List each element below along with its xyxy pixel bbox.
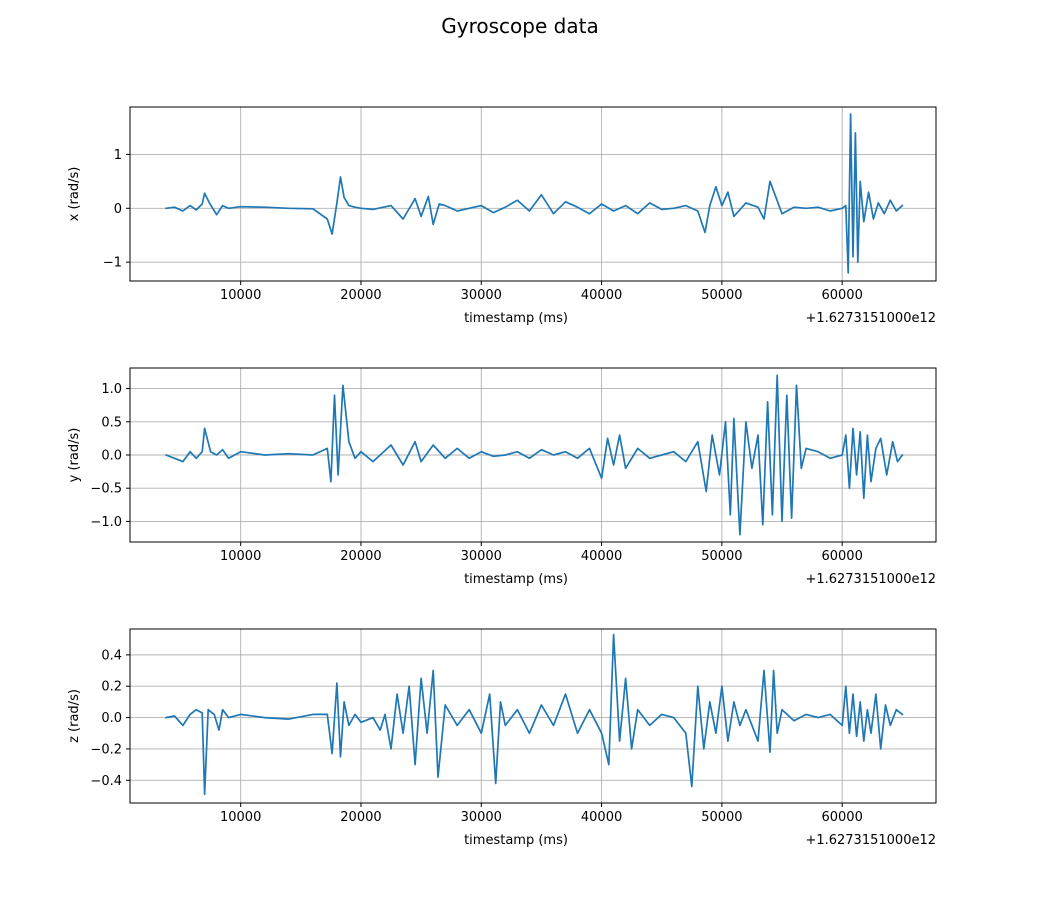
y-axis-label-x: x (rad/s): [67, 167, 82, 222]
x-tick-label-z: 50000: [701, 810, 742, 825]
x-tick-label-z: 40000: [581, 810, 622, 825]
x-offset-label-x: +1.6273151000e12: [805, 311, 936, 326]
y-axis-label-y: y (rad/s): [67, 428, 82, 483]
axes-frame-z: [129, 628, 937, 804]
panel-z: 10000 20000 30000 40000 50000 60000 −0.4 −0.2 0.…: [67, 628, 937, 848]
x-tick-label-x: 20000: [340, 288, 381, 303]
panel-x: 10000 20000 30000 40000 50000 60000 −1 0 1 timest…: [67, 106, 937, 326]
y-tick-label-y: −0.5: [90, 482, 122, 497]
x-tick-label-z: 60000: [821, 810, 862, 825]
y-tick-label-y: 0.0: [101, 449, 122, 464]
y-tick-label-z: 0.0: [101, 711, 122, 726]
x-tick-label-y: 10000: [220, 549, 261, 564]
x-tick-label-y: 40000: [581, 549, 622, 564]
axes-frame-x: [129, 106, 937, 282]
x-tick-label-z: 10000: [220, 810, 261, 825]
series-line-z: [165, 633, 904, 796]
y-tick-label-z: −0.4: [90, 774, 122, 789]
x-offset-label-z: +1.6273151000e12: [805, 833, 936, 848]
x-tick-label-x: 10000: [220, 288, 261, 303]
y-tick-label-x: −1: [103, 256, 122, 271]
x-tick-label-x: 60000: [821, 288, 862, 303]
series-line-x: [165, 113, 904, 274]
x-tick-label-z: 20000: [340, 810, 381, 825]
series-line-y: [164, 374, 904, 536]
x-tick-label-y: 50000: [701, 549, 742, 564]
y-tick-label-z: 0.4: [101, 648, 122, 663]
x-tick-label-x: 50000: [701, 288, 742, 303]
y-axis-label-z: z (rad/s): [67, 689, 82, 743]
x-tick-label-x: 30000: [461, 288, 502, 303]
panel-y: 10000 20000 30000 40000 50000 60000 −1.0 −0.5 0.…: [67, 367, 937, 587]
y-tick-label-z: −0.2: [90, 742, 122, 757]
y-tick-label-x: 0: [114, 202, 122, 217]
y-tick-label-y: −1.0: [90, 515, 122, 530]
x-offset-label-y: +1.6273151000e12: [805, 572, 936, 587]
x-tick-label-z: 30000: [461, 810, 502, 825]
y-tick-label-y: 0.5: [101, 415, 122, 430]
x-tick-label-x: 40000: [581, 288, 622, 303]
x-tick-label-y: 20000: [340, 549, 381, 564]
y-tick-label-x: 1: [114, 148, 122, 163]
x-axis-label-z: timestamp (ms): [464, 833, 568, 848]
y-tick-label-y: 1.0: [101, 382, 122, 397]
y-tick-label-z: 0.2: [101, 680, 122, 695]
x-axis-label-y: timestamp (ms): [464, 572, 568, 587]
x-tick-label-y: 30000: [461, 549, 502, 564]
figure-title: Gyroscope data: [441, 14, 598, 38]
x-axis-label-x: timestamp (ms): [464, 311, 568, 326]
x-tick-label-y: 60000: [821, 549, 862, 564]
